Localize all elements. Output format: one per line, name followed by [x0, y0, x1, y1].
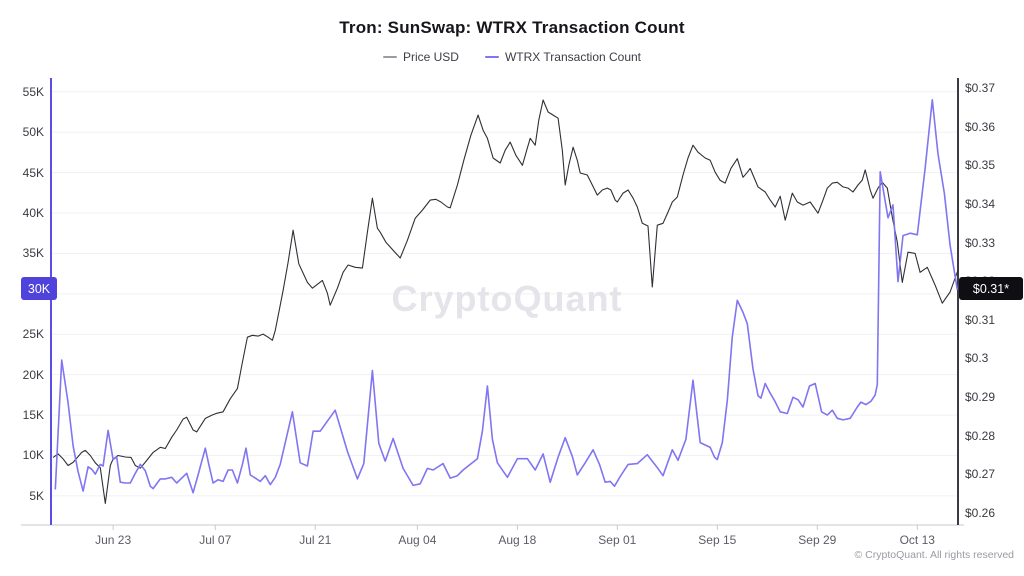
legend-label: WTRX Transaction Count: [504, 50, 642, 64]
wtrx-transaction-count-line: [54, 99, 959, 494]
y-right-tick-label: $0.26: [965, 506, 996, 521]
y-left-tick-label: 10K: [22, 448, 44, 463]
y-left-tick-label: 55K: [22, 84, 44, 99]
chart-title: Tron: SunSwap: WTRX Transaction Count: [339, 18, 685, 37]
y-left-tick-label: 5K: [29, 488, 44, 503]
copyright-text: © CryptoQuant. All rights reserved: [854, 549, 1014, 561]
price-usd-line: [52, 99, 959, 504]
chart-legend: Price USD WTRX Transaction Count: [0, 50, 1024, 64]
y-right-tick-label: $0.37: [965, 81, 996, 96]
y-left-tick-label: 25K: [22, 327, 44, 342]
price-usd-line-swatch: [382, 56, 397, 58]
y-right-tick-label: $0.36: [965, 119, 996, 134]
y-left-tick-label: 35K: [22, 246, 44, 261]
x-axis-tick-label: Jul 07: [199, 533, 232, 547]
x-axis-tick-label: Jun 23: [95, 533, 132, 547]
y-left-tick-label: 20K: [22, 367, 44, 382]
x-axis-tick-label: Sep 29: [798, 533, 837, 547]
legend-label: Price USD: [402, 50, 459, 64]
x-axis-tick-label: Aug 04: [398, 533, 437, 547]
x-axis-tick-label: Sep 15: [698, 533, 737, 547]
y-right-tick-label: $0.31: [965, 312, 996, 327]
y-left-tick-label: 40K: [22, 205, 44, 220]
y-right-tick-label: $0.28: [965, 428, 996, 443]
x-axis-tick-label: Sep 01: [598, 533, 637, 547]
latest-wtrx-count-badge: 30K: [21, 277, 57, 300]
legend-item-price-usd[interactable]: Price USD: [382, 50, 459, 64]
y-right-tick-label: $0.3: [965, 351, 989, 366]
x-axis-tick-label: Aug 18: [498, 533, 537, 547]
y-right-tick-label: $0.33: [965, 235, 996, 250]
x-axis-tick-label: Jul 21: [299, 533, 332, 547]
y-right-tick-label: $0.27: [965, 467, 996, 482]
y-right-tick-label: $0.29: [965, 390, 996, 405]
y-left-tick-label: 50K: [22, 125, 44, 140]
legend-item-wtrx-count[interactable]: WTRX Transaction Count: [484, 50, 642, 64]
y-right-tick-label: $0.35: [965, 158, 996, 173]
wtrx-count-line-swatch: [484, 56, 499, 58]
y-left-tick-label: 45K: [22, 165, 44, 180]
y-right-tick-label: $0.34: [965, 196, 996, 211]
y-left-tick-label: 15K: [22, 408, 44, 423]
x-axis-tick-label: Oct 13: [899, 533, 935, 547]
latest-price-badge: $0.31*: [959, 277, 1023, 300]
